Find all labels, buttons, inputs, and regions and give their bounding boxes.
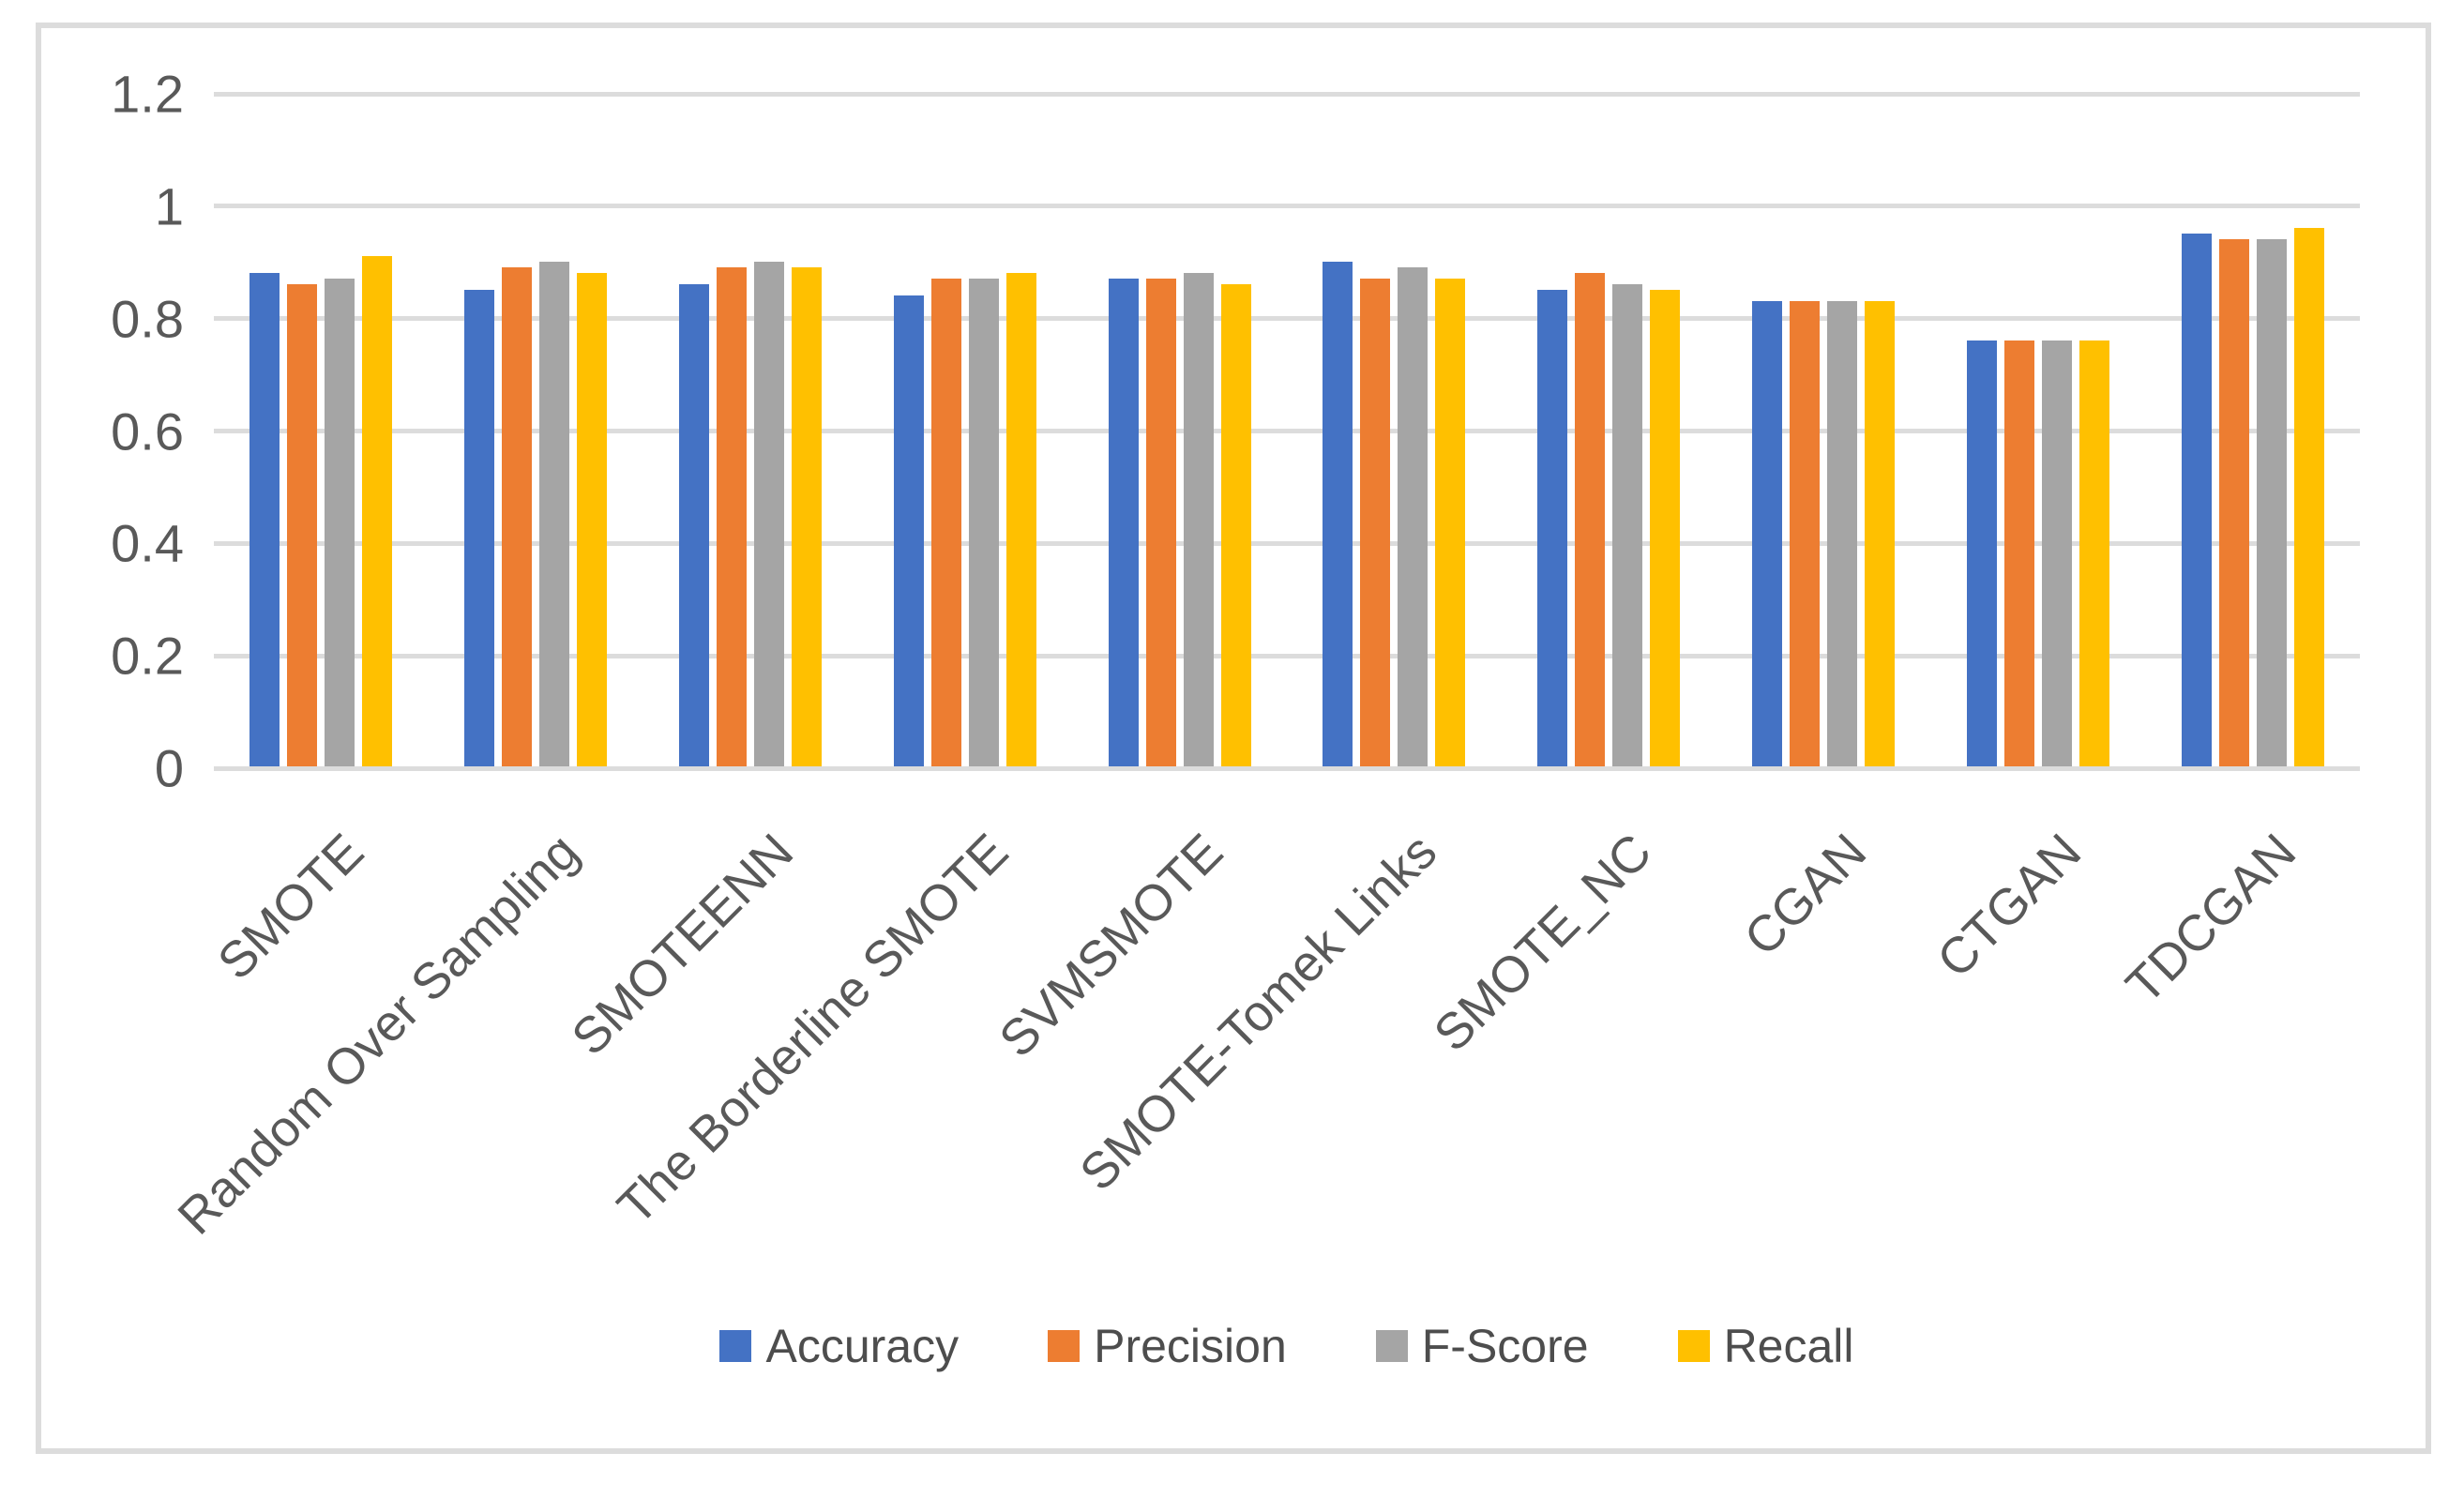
x-label-cell: TDCGAN xyxy=(2115,768,2360,1275)
x-axis: SMOTE Random Over Sampling SMOTEENN The Bor… xyxy=(167,768,2360,1275)
bar-group-the-borderline-smote xyxy=(857,94,1072,766)
x-label-cell: CTGAN xyxy=(1927,768,2145,1275)
legend-item-f-score: F-Score xyxy=(1375,1319,1589,1373)
legend-swatch-accuracy xyxy=(719,1330,752,1362)
bar-accuracy-smote-tomek-links xyxy=(1323,262,1353,766)
bar-precision-smote-nc xyxy=(1575,273,1606,766)
bar-recall-random-over-sampling xyxy=(577,273,608,766)
bar-f-score-ctgan xyxy=(2041,340,2072,766)
bar-accuracy-ctgan xyxy=(1966,340,1997,766)
y-tick-label: 0.6 xyxy=(111,401,184,461)
bar-f-score-smote-tomek-links xyxy=(1398,267,1429,766)
bar-precision-cgan xyxy=(1789,301,1820,766)
y-tick-label: 0.4 xyxy=(111,513,184,573)
x-label-cell: CGAN xyxy=(1716,768,1931,1275)
bar-accuracy-smote-nc xyxy=(1537,290,1568,766)
bar-group-ctgan xyxy=(1930,94,2145,766)
bar-f-score-cgan xyxy=(1826,301,1857,766)
gridline xyxy=(214,316,2360,322)
legend: Accuracy Precision F-Score Recall xyxy=(214,1319,2360,1373)
legend-item-recall: Recall xyxy=(1677,1319,1854,1373)
bar-recall-cgan xyxy=(1864,301,1895,766)
gridline xyxy=(214,429,2360,433)
bar-f-score-smote-nc xyxy=(1612,284,1643,766)
bar-group-smoteenn xyxy=(643,94,858,766)
bar-accuracy-cgan xyxy=(1751,301,1782,766)
legend-swatch-f-score xyxy=(1375,1330,1408,1362)
y-axis: 1.2 1 0.8 0.6 0.4 0.2 0 xyxy=(0,65,184,798)
y-tick-label: 0.2 xyxy=(111,626,184,686)
bar-accuracy-smote xyxy=(249,273,280,766)
bar-precision-smote xyxy=(287,284,318,766)
bar-precision-svmsmote xyxy=(1145,279,1176,766)
bar-recall-tdcgan xyxy=(2293,228,2324,766)
plot-area xyxy=(214,91,2360,771)
bar-f-score-the-borderline-smote xyxy=(968,279,999,766)
bar-f-score-smoteenn xyxy=(753,262,784,766)
legend-item-accuracy: Accuracy xyxy=(719,1319,959,1373)
bar-precision-tdcgan xyxy=(2218,239,2249,766)
bar-accuracy-random-over-sampling xyxy=(464,290,495,766)
bar-recall-smote-tomek-links xyxy=(1435,279,1466,766)
bar-f-score-random-over-sampling xyxy=(539,262,570,766)
x-category-label: CTGAN xyxy=(1926,823,2092,989)
bar-group-smote-nc xyxy=(1502,94,1716,766)
bar-recall-smote xyxy=(362,256,393,766)
y-tick-label: 0 xyxy=(154,738,184,798)
x-category-label: SMOTE xyxy=(207,823,375,991)
bar-accuracy-tdcgan xyxy=(2181,234,2212,766)
bar-group-cgan xyxy=(1716,94,1931,766)
bar-group-smote xyxy=(214,94,429,766)
bar-group-smote-tomek-links xyxy=(1287,94,1502,766)
y-tick-label: 0.8 xyxy=(111,289,184,349)
bar-precision-ctgan xyxy=(2003,340,2034,766)
legend-swatch-precision xyxy=(1048,1330,1081,1362)
bar-f-score-smote xyxy=(325,279,355,766)
bar-accuracy-svmsmote xyxy=(1108,279,1139,766)
legend-label: F-Score xyxy=(1421,1320,1589,1372)
bar-f-score-tdcgan xyxy=(2256,239,2287,766)
y-tick-label: 1 xyxy=(154,176,184,236)
x-category-label: CGAN xyxy=(1733,823,1878,967)
bar-f-score-svmsmote xyxy=(1183,273,1214,766)
legend-label: Accuracy xyxy=(765,1320,960,1372)
legend-label: Recall xyxy=(1723,1320,1854,1372)
bar-precision-smoteenn xyxy=(716,267,747,766)
gridline xyxy=(214,204,2360,209)
x-label-cell: SMOTE_NC xyxy=(1424,768,1716,1275)
legend-label: Precision xyxy=(1094,1320,1287,1372)
bar-precision-the-borderline-smote xyxy=(930,279,961,766)
bar-group-random-over-sampling xyxy=(429,94,643,766)
legend-item-precision: Precision xyxy=(1048,1319,1287,1373)
gridline xyxy=(214,540,2360,546)
bar-recall-smoteenn xyxy=(791,267,822,766)
bar-accuracy-smoteenn xyxy=(678,284,709,766)
gridline xyxy=(214,91,2360,97)
bar-precision-smote-tomek-links xyxy=(1360,279,1391,766)
bar-accuracy-the-borderline-smote xyxy=(893,295,924,766)
bar-group-svmsmote xyxy=(1072,94,1287,766)
bar-recall-ctgan xyxy=(2079,340,2109,766)
bars-layer xyxy=(214,94,2360,766)
x-axis-line xyxy=(214,765,2360,771)
bar-recall-the-borderline-smote xyxy=(1005,273,1036,766)
bar-group-tdcgan xyxy=(2145,94,2360,766)
bar-precision-random-over-sampling xyxy=(502,267,533,766)
legend-swatch-recall xyxy=(1677,1330,1710,1362)
bar-recall-svmsmote xyxy=(1220,284,1251,766)
gridline xyxy=(214,653,2360,658)
y-tick-label: 1.2 xyxy=(111,64,184,124)
bar-recall-smote-nc xyxy=(1650,290,1681,766)
